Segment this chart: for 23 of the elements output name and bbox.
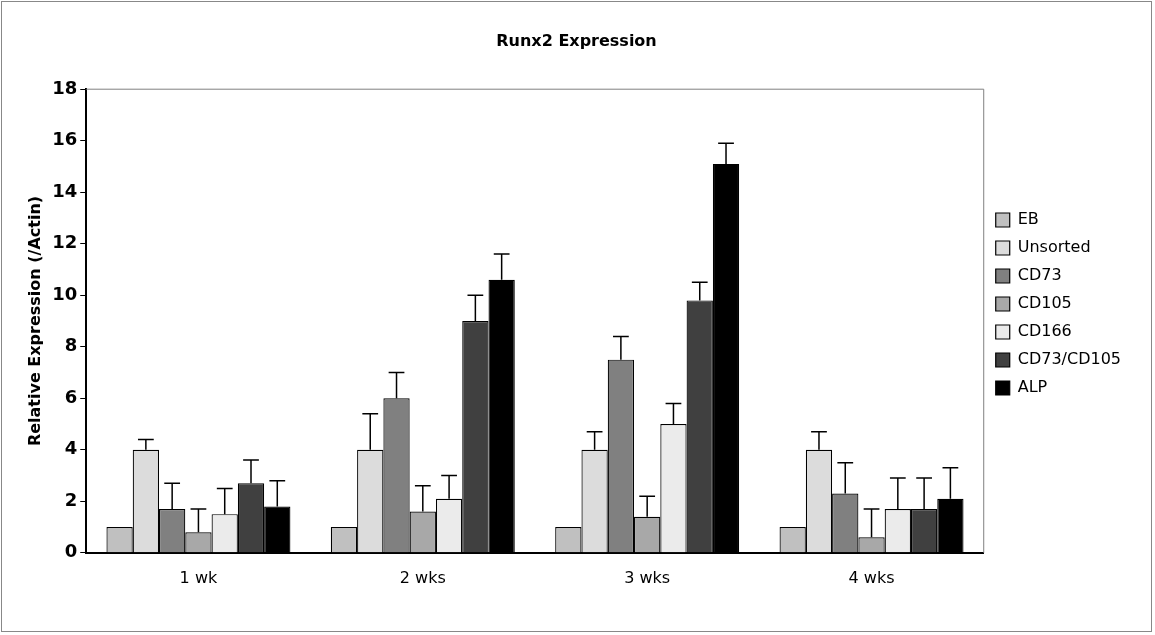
x-tick-label: 4 wks: [848, 567, 895, 587]
y-tick-label: 2: [64, 488, 78, 510]
legend-label: EB: [1017, 209, 1039, 229]
y-tick-label: 4: [64, 437, 78, 459]
x-tick-label: 1 wk: [179, 567, 218, 587]
y-tick-label: 18: [52, 76, 78, 98]
legend-label: ALP: [1017, 377, 1048, 397]
legend-label: Unsorted: [1017, 237, 1091, 257]
legend-label: CD105: [1017, 293, 1072, 313]
y-tick-label: 8: [64, 334, 78, 356]
chart-title: Runx2 Expression: [496, 30, 657, 50]
y-tick-label: 12: [52, 231, 78, 253]
y-tick-label: 0: [64, 540, 78, 562]
x-tick-label: 2 wks: [399, 567, 446, 587]
x-tick-label: 3 wks: [624, 567, 671, 587]
y-axis-title: Relative Expression (/Actin): [24, 195, 44, 447]
legend-label: CD73/CD105: [1017, 349, 1122, 369]
y-tick-label: 6: [64, 385, 78, 407]
y-tick-label: 16: [52, 128, 78, 150]
y-tick-label: 10: [52, 282, 78, 304]
legend-label: CD73: [1017, 265, 1062, 285]
y-tick-label: 14: [52, 179, 78, 201]
legend-label: CD166: [1017, 321, 1072, 341]
